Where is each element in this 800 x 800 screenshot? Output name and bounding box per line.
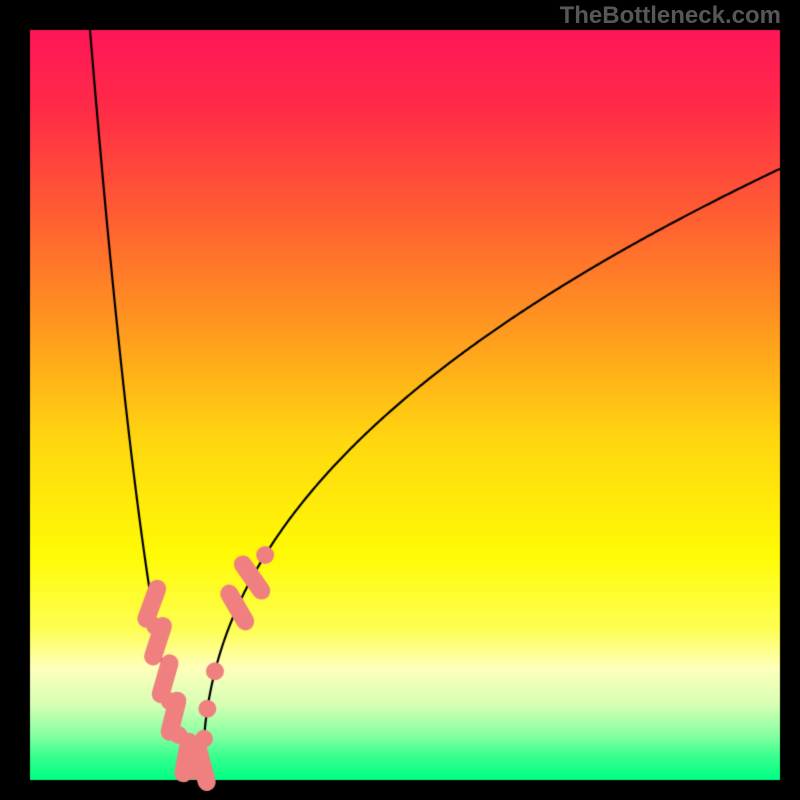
bottleneck-chart-canvas — [0, 0, 800, 800]
watermark-text: TheBottleneck.com — [560, 2, 781, 30]
